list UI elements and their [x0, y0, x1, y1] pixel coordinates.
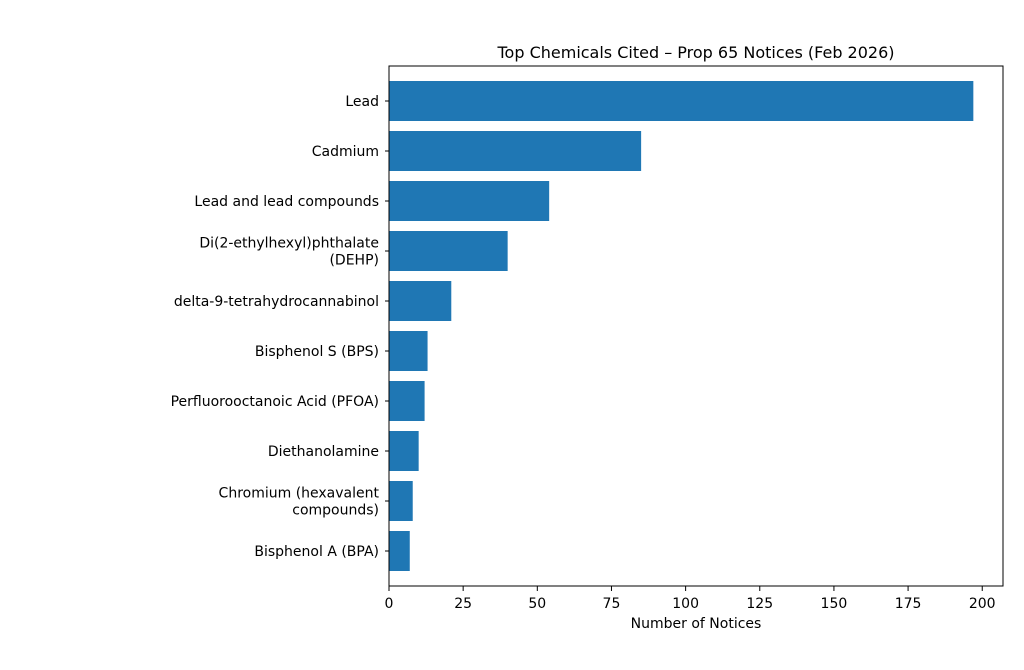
y-tick-label: Perfluorooctanoic Acid (PFOA)	[171, 394, 379, 410]
plot-frame	[388, 65, 1004, 587]
y-tick-label: Lead and lead compounds	[194, 194, 379, 210]
x-tick-label: 175	[895, 596, 922, 612]
bar	[389, 431, 419, 471]
y-tick-label: Lead	[345, 94, 379, 110]
y-tick-label: Diethanolamine	[268, 444, 379, 460]
y-tick-label: delta-9-tetrahydrocannabinol	[174, 294, 379, 310]
y-tick-label: Di(2-ethylhexyl)phthalate (DEHP)	[199, 236, 379, 269]
chart-title: Top Chemicals Cited – Prop 65 Notices (F…	[496, 43, 894, 62]
bar	[389, 81, 974, 121]
x-tick-label: 150	[821, 596, 848, 612]
x-tick-label: 0	[385, 596, 394, 612]
x-tick-label: 75	[603, 596, 621, 612]
bar	[389, 231, 508, 271]
x-axis: 0 25 50 75 100 125 150 175 200	[385, 586, 996, 612]
x-axis-label: Number of Notices	[631, 616, 762, 632]
bars	[389, 81, 974, 571]
x-tick-label: 125	[746, 596, 773, 612]
y-tick-label: Bisphenol A (BPA)	[254, 544, 379, 560]
y-tick-label: Bisphenol S (BPS)	[255, 344, 379, 360]
bar	[389, 281, 452, 321]
bar	[389, 331, 428, 371]
x-tick-label: 25	[454, 596, 472, 612]
y-axis: Lead Cadmium Lead and lead compounds Di(2-e…	[171, 94, 389, 560]
bar	[389, 131, 642, 171]
bar	[389, 381, 425, 421]
y-tick-label: Cadmium	[312, 144, 379, 160]
y-tick-label: Chromium (hexavalent compounds)	[219, 486, 380, 519]
bar	[389, 531, 410, 571]
x-tick-label: 100	[672, 596, 699, 612]
bar	[389, 481, 413, 521]
x-tick-label: 200	[969, 596, 996, 612]
x-tick-label: 50	[528, 596, 546, 612]
bar	[389, 181, 550, 221]
